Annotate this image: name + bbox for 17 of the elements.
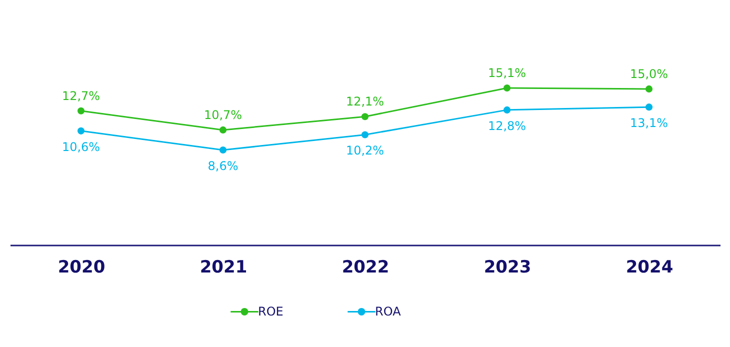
x-tick-label: 2024 xyxy=(626,258,674,278)
data-label: 12,8% xyxy=(488,118,526,133)
data-label: 15,1% xyxy=(488,66,526,80)
data-label: 8,6% xyxy=(208,159,238,173)
x-tick-label: 2020 xyxy=(58,258,106,278)
data-label: 13,1% xyxy=(630,116,668,130)
legend-label: ROA xyxy=(375,304,402,319)
data-label: 10,7% xyxy=(204,108,242,122)
x-tick-label: 2022 xyxy=(342,258,390,278)
data-label: 10,6% xyxy=(62,140,100,154)
x-tick-label: 2021 xyxy=(200,258,248,278)
data-label: 12,7% xyxy=(62,88,100,103)
data-label: 12,1% xyxy=(346,94,384,109)
x-tick-label: 2023 xyxy=(484,258,532,278)
legend-label: ROE xyxy=(258,304,284,319)
data-label: 10,2% xyxy=(346,144,384,158)
data-label: 15,0% xyxy=(630,66,668,81)
